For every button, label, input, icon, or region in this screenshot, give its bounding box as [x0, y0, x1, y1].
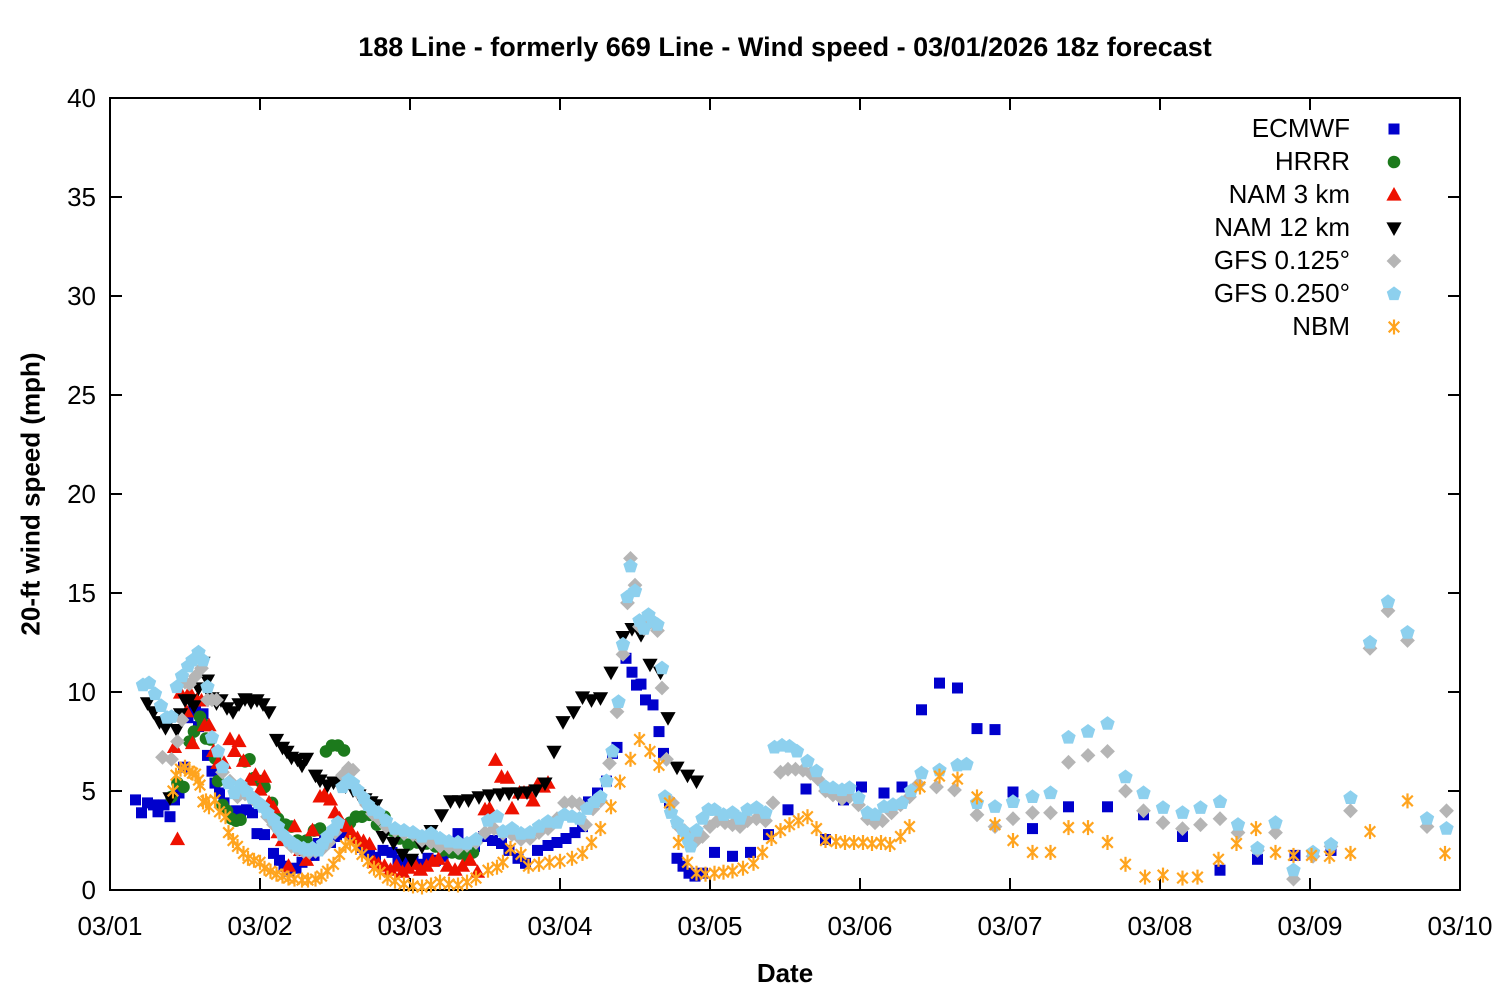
triangle-down-icon: [1386, 221, 1402, 236]
svg-text:5: 5: [82, 776, 96, 806]
legend-item-nam-12-km: NAM 12 km: [1214, 211, 1412, 244]
svg-text:03/03: 03/03: [377, 911, 442, 941]
legend-label-nam-12-km: NAM 12 km: [1214, 212, 1350, 242]
svg-text:03/10: 03/10: [1427, 911, 1492, 941]
diamond-icon: [1386, 253, 1402, 268]
legend-item-nam-3-km: NAM 3 km: [1214, 178, 1412, 211]
circle-icon: [1387, 155, 1401, 168]
square-icon: [1388, 123, 1400, 134]
svg-text:03/09: 03/09: [1277, 911, 1342, 941]
x-tick-labels: 03/01 03/02 03/03 03/04 03/05 03/06 03/07 03/08…: [77, 911, 1492, 941]
x-axis-label: Date: [756, 958, 814, 988]
legend-item-gfs-0-250: GFS 0.250°: [1214, 277, 1412, 310]
svg-text:03/08: 03/08: [1127, 911, 1192, 941]
svg-text:03/06: 03/06: [827, 911, 892, 941]
series-nbm: [166, 732, 1452, 895]
svg-text:03/07: 03/07: [977, 911, 1042, 941]
asterisk-icon: [1387, 319, 1401, 334]
svg-text:03/04: 03/04: [527, 911, 592, 941]
y-tick-labels: 0 5 10 15 20 25 30 35 40: [67, 83, 96, 905]
legend-item-ecmwf: ECMWF: [1214, 112, 1412, 145]
svg-text:25: 25: [67, 380, 96, 410]
svg-text:03/01: 03/01: [77, 911, 142, 941]
legend-label-gfs-0-250: GFS 0.250°: [1213, 278, 1350, 308]
legend-label-nam-3-km: NAM 3 km: [1228, 179, 1350, 209]
triangle-up-icon: [1386, 186, 1402, 201]
svg-text:15: 15: [67, 578, 96, 608]
axis-ticks: [109, 97, 1461, 891]
svg-text:40: 40: [67, 83, 96, 113]
y-axis-label: 20-ft wind speed (mph): [15, 352, 46, 636]
legend-item-hrrr: HRRR: [1214, 145, 1412, 178]
legend-label-hrrr: HRRR: [1274, 146, 1350, 176]
svg-text:30: 30: [67, 281, 96, 311]
legend-label-ecmwf: ECMWF: [1251, 113, 1350, 143]
svg-text:10: 10: [67, 677, 96, 707]
svg-text:35: 35: [67, 182, 96, 212]
pentagon-icon: [1386, 285, 1402, 300]
svg-text:03/02: 03/02: [227, 911, 292, 941]
series-gfs-0-250: [135, 558, 1454, 877]
legend-label-nbm: NBM: [1292, 311, 1350, 341]
legend: ECMWF HRRR NAM 3 km NAM 12 km GFS 0.125° GFS …: [1214, 112, 1412, 343]
svg-text:03/05: 03/05: [677, 911, 742, 941]
legend-item-nbm: NBM: [1214, 310, 1412, 343]
chart-title: 188 Line - formerly 669 Line - Wind spee…: [358, 32, 1212, 62]
svg-text:20: 20: [67, 479, 96, 509]
legend-item-gfs-0-125: GFS 0.125°: [1214, 244, 1412, 277]
svg-text:0: 0: [82, 875, 96, 905]
legend-label-gfs-0-125: GFS 0.125°: [1213, 245, 1350, 275]
